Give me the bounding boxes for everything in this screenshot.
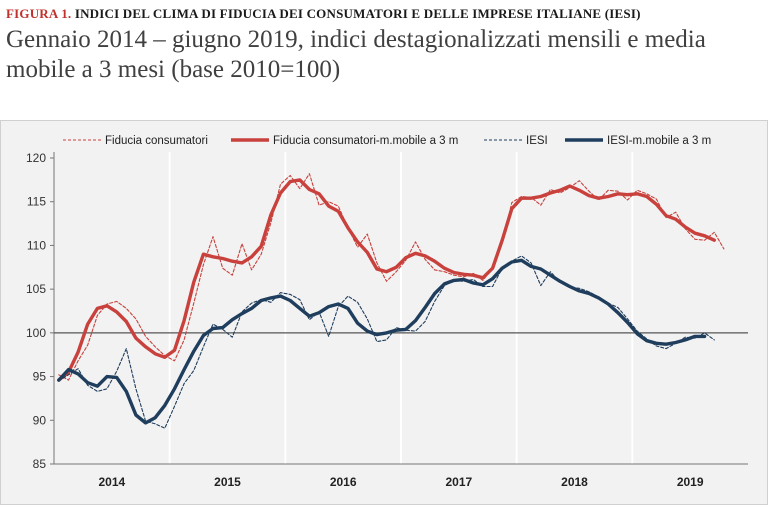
x-tick-label: 2018 — [561, 475, 588, 489]
y-tick-label: 90 — [33, 413, 47, 427]
series-line-1 — [58, 173, 725, 381]
y-tick-label: 120 — [26, 151, 46, 165]
figure-label: FIGURA 1. — [6, 6, 72, 21]
y-tick-label: 85 — [33, 457, 47, 471]
legend-label: Fiducia consumatori-m.mobile a 3 m — [273, 135, 458, 147]
x-tick-label: 2015 — [214, 475, 241, 489]
y-tick-label: 100 — [26, 326, 46, 340]
x-tick-label: 2019 — [677, 475, 704, 489]
y-tick-label: 115 — [27, 195, 46, 209]
y-tick-label: 110 — [27, 238, 46, 252]
x-tick-label: 2017 — [445, 475, 472, 489]
x-tick-label: 2014 — [98, 475, 125, 489]
figure-heading: FIGURA 1. INDICI DEL CLIMA DI FIDUCIA DE… — [6, 6, 762, 85]
chart-frame: 85 90 95 100 105 110 115 120 2014 2015 2016 2017 201… — [0, 120, 768, 505]
figure-title: FIGURA 1. INDICI DEL CLIMA DI FIDUCIA DE… — [6, 6, 762, 22]
figure-title-text: INDICI DEL CLIMA DI FIDUCIA DEI CONSUMAT… — [74, 6, 641, 21]
line-chart: 85 90 95 100 105 110 115 120 2014 2015 2016 2017 201… — [26, 135, 748, 489]
figure-subtitle: Gennaio 2014 – giugno 2019, indici desta… — [6, 26, 706, 83]
x-tick-label: 2016 — [330, 475, 357, 489]
y-tick-label: 95 — [33, 370, 47, 384]
legend-label: Fiducia consumatori — [105, 135, 208, 147]
legend-label: IESI-m.mobile a 3 m — [607, 135, 711, 147]
y-tick-label: 105 — [26, 282, 46, 296]
series-line-2 — [57, 178, 716, 382]
legend-label: IESI — [526, 135, 548, 147]
series-line-4 — [57, 258, 707, 425]
